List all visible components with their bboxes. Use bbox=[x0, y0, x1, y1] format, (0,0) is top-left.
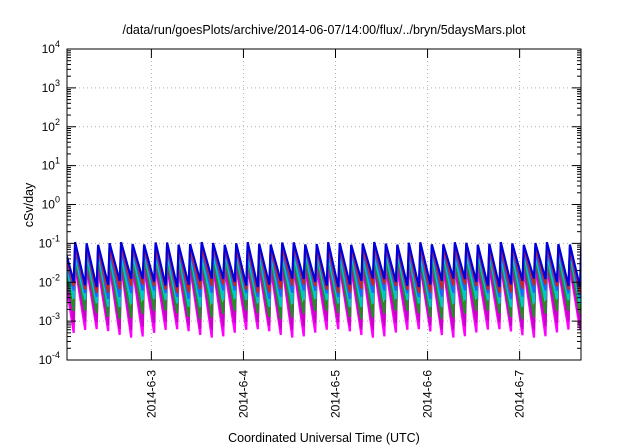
y-tick-label: 10-3 bbox=[39, 311, 60, 328]
y-tick-labels: 10-4 10-3 10-2 10-1 100 101 102 103 104 bbox=[39, 39, 60, 367]
x-axis-label: Coordinated Universal Time (UTC) bbox=[228, 431, 420, 445]
x-tick-label: 2014-6-3 bbox=[144, 370, 158, 418]
y-tick-label: 10-4 bbox=[39, 350, 60, 367]
x-tick-labels: 2014-6-3 2014-6-4 2014-6-5 2014-6-6 2014-6-7 bbox=[144, 370, 526, 418]
x-tick-label: 2014-6-6 bbox=[421, 370, 435, 418]
y-axis-label: cSv/day bbox=[22, 182, 36, 227]
tick-marks bbox=[67, 48, 581, 361]
y-tick-label: 101 bbox=[42, 156, 60, 173]
y-tick-label: 102 bbox=[42, 117, 60, 134]
series-line bbox=[67, 241, 581, 288]
y-tick-label: 104 bbox=[42, 39, 60, 56]
y-tick-label: 10-2 bbox=[39, 272, 60, 289]
y-tick-label: 103 bbox=[42, 78, 60, 95]
series-group bbox=[67, 241, 581, 338]
x-tick-label: 2014-6-5 bbox=[329, 370, 343, 418]
chart-title: /data/run/goesPlots/archive/2014-06-07/1… bbox=[122, 23, 526, 37]
x-tick-label: 2014-6-4 bbox=[236, 370, 250, 418]
y-tick-label: 10-1 bbox=[39, 233, 60, 250]
x-tick-label: 2014-6-7 bbox=[513, 370, 527, 418]
y-tick-label: 100 bbox=[42, 195, 60, 212]
